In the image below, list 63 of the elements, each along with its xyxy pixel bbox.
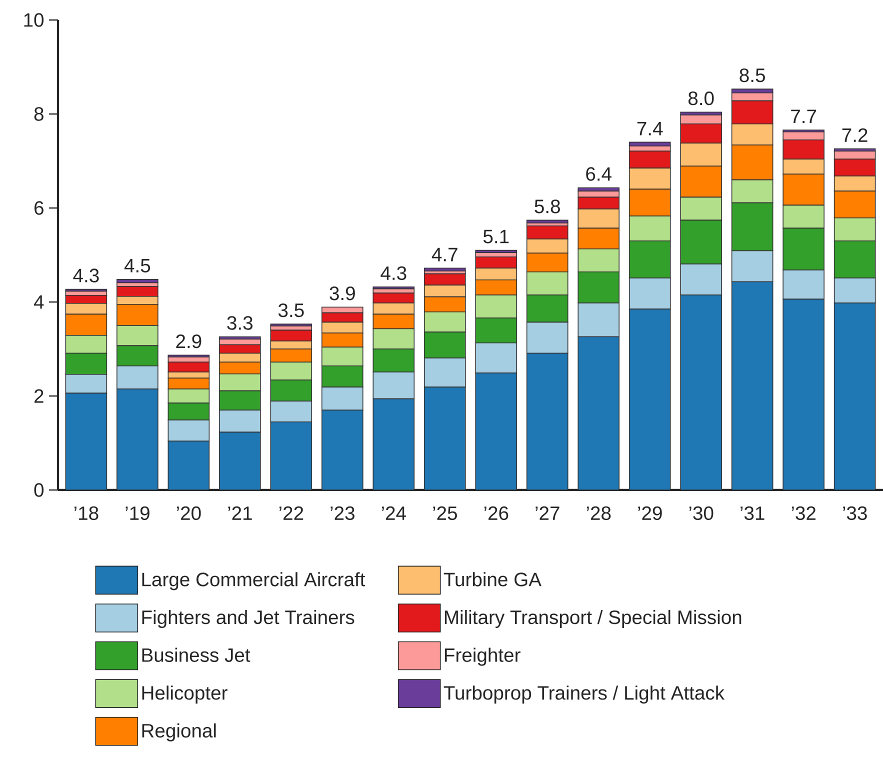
x-tick-label: ’21	[228, 506, 252, 520]
total-label: 7.7	[791, 110, 816, 124]
x-tick-label: ’33	[843, 506, 867, 520]
y-tick-label: 10	[24, 13, 44, 27]
x-tick-label: ’26	[484, 506, 508, 520]
bar	[65, 392, 108, 490]
bar	[270, 421, 312, 490]
legend-label: Helicopter	[142, 686, 228, 704]
y-tick-label: 8	[34, 107, 44, 121]
bar	[116, 388, 158, 490]
legend-label: Turboprop Trainers / Light Attack	[444, 686, 725, 704]
x-tick-label: ’23	[330, 506, 354, 520]
x-tick-label: ’19	[126, 506, 150, 520]
bar	[578, 336, 620, 490]
bar	[321, 410, 364, 490]
bar	[628, 308, 671, 490]
x-tick-label: ’25	[433, 506, 457, 520]
legend-label: Business Jet	[142, 648, 250, 662]
total-label: 4.7	[432, 248, 458, 262]
bar	[731, 281, 774, 490]
bar	[834, 302, 876, 490]
total-label: 8.5	[740, 68, 765, 82]
total-label: 3.9	[330, 286, 355, 300]
y-tick-label: 2	[34, 389, 44, 403]
bar	[680, 294, 722, 490]
legend-label: Regional	[142, 723, 216, 742]
total-label: 8.0	[688, 91, 714, 106]
bar	[475, 372, 518, 490]
x-tick-label: ’20	[176, 506, 201, 520]
total-label: 4.5	[124, 259, 150, 272]
legend-label: Turbine GA	[444, 572, 542, 586]
x-tick-label: ’31	[740, 506, 764, 520]
bar	[372, 398, 415, 490]
y-tick-label: 4	[34, 295, 44, 309]
total-label: 2.9	[176, 334, 202, 348]
legend-label: Large Commercial Aircraft	[142, 572, 366, 590]
x-tick-label: ’30	[689, 506, 714, 520]
y-tick-label: 6	[34, 201, 44, 215]
total-label: 3.3	[227, 316, 253, 330]
total-label: 6.4	[586, 167, 612, 181]
x-tick-label: ’24	[382, 506, 406, 520]
x-tick-label: ’18	[74, 506, 98, 520]
x-tick-label: ’29	[638, 506, 662, 520]
legend-label: Military Transport / Special Mission	[444, 610, 742, 628]
x-tick-label: ’22	[279, 506, 304, 520]
x-tick-label: ’32	[792, 506, 816, 520]
legend-label: Freighter	[444, 648, 520, 666]
bar	[782, 298, 824, 490]
bar	[168, 440, 210, 490]
total-label: 4.3	[380, 266, 406, 280]
bar	[424, 386, 466, 490]
legend-label: Fighters and Jet Trainers	[142, 610, 354, 628]
x-tick-label: ’28	[586, 506, 611, 520]
total-label: 4.3	[73, 268, 99, 282]
bar	[219, 432, 261, 490]
bar	[526, 352, 568, 490]
total-label: 3.5	[278, 303, 304, 318]
y-tick-label: 0	[34, 483, 44, 497]
total-label: 7.4	[637, 122, 663, 136]
x-tick-label: ’27	[536, 506, 560, 520]
total-label: 5.1	[483, 230, 509, 244]
total-label: 5.8	[534, 200, 560, 214]
total-label: 7.2	[842, 128, 868, 142]
